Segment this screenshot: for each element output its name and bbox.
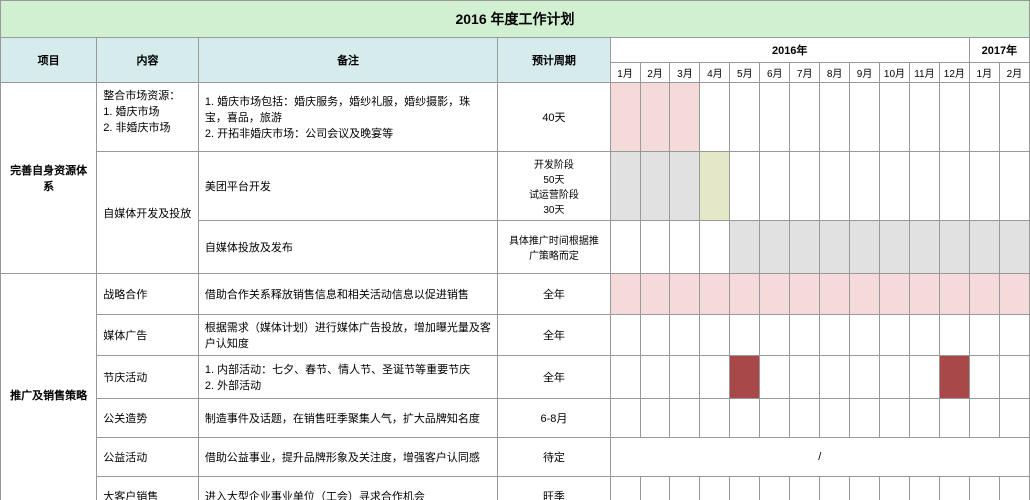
col-project: 项目 [1,38,97,83]
s2-r3: 节庆活动 1. 内部活动：七夕、春节、情人节、圣诞节等重要节庆 2. 外部活动 … [1,356,1030,399]
s2-r3-cycle: 全年 [498,356,610,399]
s1-project: 完善自身资源体系 [1,83,97,274]
year-2016: 2016年 [610,38,969,63]
s2-r3-content: 节庆活动 [97,356,199,399]
s1-r1-content: 整合市场资源： 1. 婚庆市场 2. 非婚庆市场 [97,83,199,152]
s2-r6-remark: 进入大型企业事业单位（工会）寻求合作机会 [198,477,497,500]
col-remark: 备注 [198,38,497,83]
s1-r2-content: 自媒体开发及投放 [97,152,199,274]
s2-r6: 大客户销售 进入大型企业事业单位（工会）寻求合作机会 旺季 [1,477,1030,500]
s2-r2-content: 媒体广告 [97,315,199,356]
s2-r4: 公关造势 制造事件及话题，在销售旺季聚集人气，扩大品牌知名度 6-8月 [1,399,1030,438]
s2-r2-remark: 根据需求（媒体计划）进行媒体广告投放，增加曝光量及客户认知度 [198,315,497,356]
s2-r4-remark: 制造事件及话题，在销售旺季聚集人气，扩大品牌知名度 [198,399,497,438]
s1-r1-remark: 1. 婚庆市场包括：婚庆服务，婚纱礼服，婚纱摄影，珠宝，喜品，旅游 2. 开拓非… [198,83,497,152]
s2-r5-content: 公益活动 [97,438,199,477]
s1-r2b-cycle: 具体推广时间根据推广策略而定 [498,221,610,274]
s2-r2: 媒体广告 根据需求（媒体计划）进行媒体广告投放，增加曝光量及客户认知度 全年 [1,315,1030,356]
year-2017: 2017年 [969,38,1029,63]
s2-r4-content: 公关造势 [97,399,199,438]
s2-r1-remark: 借助合作关系释放销售信息和相关活动信息以促进销售 [198,274,497,315]
s2-r3-remark: 1. 内部活动：七夕、春节、情人节、圣诞节等重要节庆 2. 外部活动 [198,356,497,399]
s2-project: 推广及销售策略 [1,274,97,500]
col-content: 内容 [97,38,199,83]
page-title: 2016 年度工作计划 [1,1,1030,38]
s2-r2-cycle: 全年 [498,315,610,356]
s2-r1-content: 战略合作 [97,274,199,315]
s1-r2a-remark: 美团平台开发 [198,152,497,221]
s2-r5-cycle: 待定 [498,438,610,477]
plan-table: 2016 年度工作计划 项目 内容 备注 预计周期 2016年 2017年 1月… [0,0,1030,500]
s1-r1: 完善自身资源体系 整合市场资源： 1. 婚庆市场 2. 非婚庆市场 1. 婚庆市… [1,83,1030,152]
s2-r4-cycle: 6-8月 [498,399,610,438]
s2-r1: 推广及销售策略 战略合作 借助合作关系释放销售信息和相关活动信息以促进销售 全年 [1,274,1030,315]
s2-r5: 公益活动 借助公益事业，提升品牌形象及关注度，增强客户认同感 待定 / [1,438,1030,477]
s1-r2a-cycle: 开发阶段 50天 试运营阶段 30天 [498,152,610,221]
col-cycle: 预计周期 [498,38,610,83]
s1-r2a: 自媒体开发及投放 美团平台开发 开发阶段 50天 试运营阶段 30天 [1,152,1030,221]
s1-r1-cycle: 40天 [498,83,610,152]
s2-r5-remark: 借助公益事业，提升品牌形象及关注度，增强客户认同感 [198,438,497,477]
s2-r1-cycle: 全年 [498,274,610,315]
s2-r5-gantt: / [610,438,1029,477]
s1-r2b-remark: 自媒体投放及发布 [198,221,497,274]
s2-r6-cycle: 旺季 [498,477,610,500]
s2-r6-content: 大客户销售 [97,477,199,500]
